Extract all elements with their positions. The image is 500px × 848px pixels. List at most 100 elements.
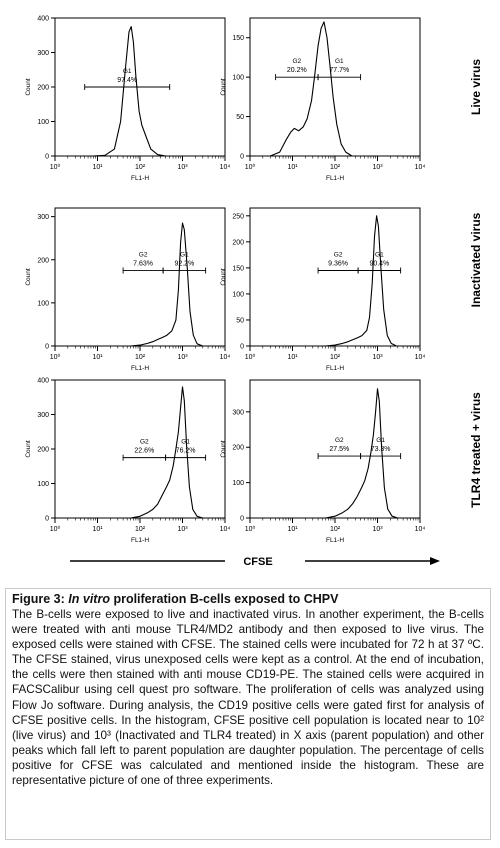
y-tick-label: 300	[37, 50, 49, 57]
y-tick-label: 0	[240, 344, 244, 351]
x-tick-label: 10⁴	[415, 354, 426, 361]
plot-frame-1	[249, 17, 421, 157]
y-tick-label: 100	[37, 119, 49, 126]
y-tick-label: 0	[240, 516, 244, 523]
gate-percent: 9.36%	[328, 260, 348, 267]
figure-caption: Figure 3: In vitro proliferation B-cells…	[5, 588, 491, 840]
gate-label: G2	[140, 439, 149, 446]
gate-label: G1	[181, 439, 190, 446]
cfse-axis-caption: CFSE	[243, 556, 272, 568]
x-tick-label: 10²	[135, 526, 146, 533]
y-tick-label: 100	[37, 481, 49, 488]
x-tick-label: 10³	[372, 354, 383, 361]
y-tick-label: 150	[232, 35, 244, 42]
y-axis-label: Count	[25, 78, 32, 96]
y-axis-label: Count	[220, 78, 227, 96]
x-tick-label: 10⁰	[50, 525, 61, 533]
x-tick-label: 10²	[330, 526, 341, 533]
gate-percent: 92.2%	[174, 261, 194, 268]
x-tick-label: 10⁰	[245, 525, 256, 533]
y-axis-label: Count	[220, 440, 227, 458]
gate-label: G1	[123, 68, 132, 75]
y-tick-label: 0	[45, 154, 49, 161]
histogram-curve-0	[93, 26, 166, 157]
y-tick-label: 100	[232, 480, 244, 487]
gate-label: G2	[334, 251, 343, 258]
y-axis-label: Count	[220, 268, 227, 286]
x-tick-label: 10²	[135, 354, 146, 361]
y-tick-label: 200	[37, 447, 49, 454]
gate-percent: 22.6%	[134, 448, 154, 455]
gate-percent: 77.7%	[329, 67, 349, 74]
x-tick-label: 10⁴	[220, 354, 231, 361]
x-axis-label: FL1-H	[131, 365, 149, 372]
gate-label: G2	[335, 437, 344, 444]
y-tick-label: 200	[232, 445, 244, 452]
y-tick-label: 200	[232, 239, 244, 246]
gate-percent: 90.4%	[369, 260, 389, 267]
caption-title-italic: In vitro	[68, 592, 110, 606]
x-tick-label: 10¹	[287, 526, 298, 533]
x-tick-label: 10²	[330, 164, 341, 171]
x-tick-label: 10¹	[92, 164, 103, 171]
y-tick-label: 50	[236, 317, 244, 324]
gate-percent: 7.63%	[133, 261, 153, 268]
gate-label: G2	[139, 252, 148, 259]
x-tick-label: 10¹	[287, 354, 298, 361]
x-tick-label: 10⁰	[50, 163, 61, 171]
x-tick-label: 10³	[372, 164, 383, 171]
x-tick-label: 10¹	[287, 164, 298, 171]
plot-frame-3	[249, 207, 421, 347]
x-tick-label: 10³	[372, 526, 383, 533]
gate-label: G1	[376, 437, 385, 444]
row-label: Live virus	[469, 59, 483, 115]
y-tick-label: 200	[37, 257, 49, 264]
histogram-curve-2	[130, 222, 203, 347]
x-tick-label: 10⁴	[415, 164, 426, 171]
y-tick-label: 300	[37, 214, 49, 221]
histogram-curve-3	[325, 215, 397, 347]
histogram-curve-5	[325, 388, 398, 519]
x-axis-label: FL1-H	[131, 537, 149, 544]
x-axis-label: FL1-H	[326, 175, 344, 182]
x-axis-label: FL1-H	[326, 365, 344, 372]
gate-percent: 73.3%	[371, 446, 391, 453]
x-tick-label: 10³	[177, 354, 188, 361]
x-axis-label: FL1-H	[131, 175, 149, 182]
gate-label: G2	[293, 58, 302, 65]
y-tick-label: 200	[37, 85, 49, 92]
x-tick-label: 10¹	[92, 354, 103, 361]
x-tick-label: 10⁰	[245, 163, 256, 171]
row-label: TLR4 treated + virus	[469, 392, 483, 508]
y-tick-label: 300	[232, 409, 244, 416]
x-axis-label: FL1-H	[326, 537, 344, 544]
histogram-grid: 0 100 200 300 400 10⁰ 10¹ 10² 10³ 10⁴ FL1-H Count G1…	[25, 16, 483, 569]
caption-title: Figure 3: In vitro proliferation B-cells…	[12, 592, 484, 607]
figure-panels: 0 100 200 300 400 10⁰ 10¹ 10² 10³ 10⁴ FL1-H Count G1…	[25, 16, 483, 569]
y-axis-label: Count	[25, 268, 32, 286]
gate-percent: 27.5%	[329, 446, 349, 453]
x-tick-label: 10³	[177, 526, 188, 533]
x-tick-label: 10²	[330, 354, 341, 361]
x-tick-label: 10⁴	[415, 526, 426, 533]
caption-figure-label: Figure 3:	[12, 592, 65, 606]
cfse-arrow-head	[430, 557, 440, 565]
x-tick-label: 10⁴	[220, 526, 231, 533]
gate-label: G1	[180, 252, 189, 259]
gate-percent: 76.2%	[176, 448, 196, 455]
gate-label: G1	[335, 58, 344, 65]
y-tick-label: 400	[37, 16, 49, 23]
caption-body: The B-cells were exposed to live and ina…	[12, 608, 484, 788]
x-tick-label: 10²	[135, 164, 146, 171]
x-tick-label: 10⁴	[220, 164, 231, 171]
x-tick-label: 10⁰	[50, 353, 61, 361]
x-tick-label: 10¹	[92, 526, 103, 533]
row-label: Inactivated virus	[469, 212, 483, 307]
x-tick-label: 10⁰	[245, 353, 256, 361]
y-tick-label: 100	[232, 291, 244, 298]
gate-percent: 20.2%	[287, 67, 307, 74]
caption-title-rest: proliferation B-cells exposed to CHPV	[113, 592, 339, 606]
y-tick-label: 0	[240, 154, 244, 161]
histogram-curve-4	[130, 386, 203, 519]
histogram-curve-1	[270, 21, 353, 157]
